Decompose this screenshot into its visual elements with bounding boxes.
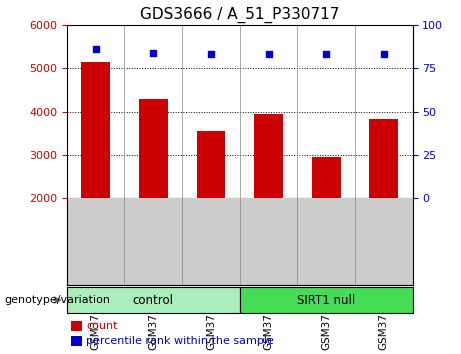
Bar [369, 119, 398, 198]
Bar [196, 131, 225, 198]
Text: percentile rank within the sample: percentile rank within the sample [86, 336, 274, 346]
Text: SIRT1 null: SIRT1 null [297, 293, 355, 307]
Point [265, 51, 272, 57]
Text: count: count [86, 321, 118, 331]
Bar [312, 157, 341, 198]
Point [207, 51, 214, 57]
Bar [81, 62, 110, 198]
Point [149, 50, 157, 55]
Bar [139, 99, 168, 198]
Bar [254, 114, 283, 198]
Point [92, 46, 99, 52]
Point [322, 51, 330, 57]
Text: genotype/variation: genotype/variation [5, 295, 111, 305]
Title: GDS3666 / A_51_P330717: GDS3666 / A_51_P330717 [140, 7, 339, 23]
Point [380, 51, 387, 57]
Text: control: control [133, 293, 174, 307]
